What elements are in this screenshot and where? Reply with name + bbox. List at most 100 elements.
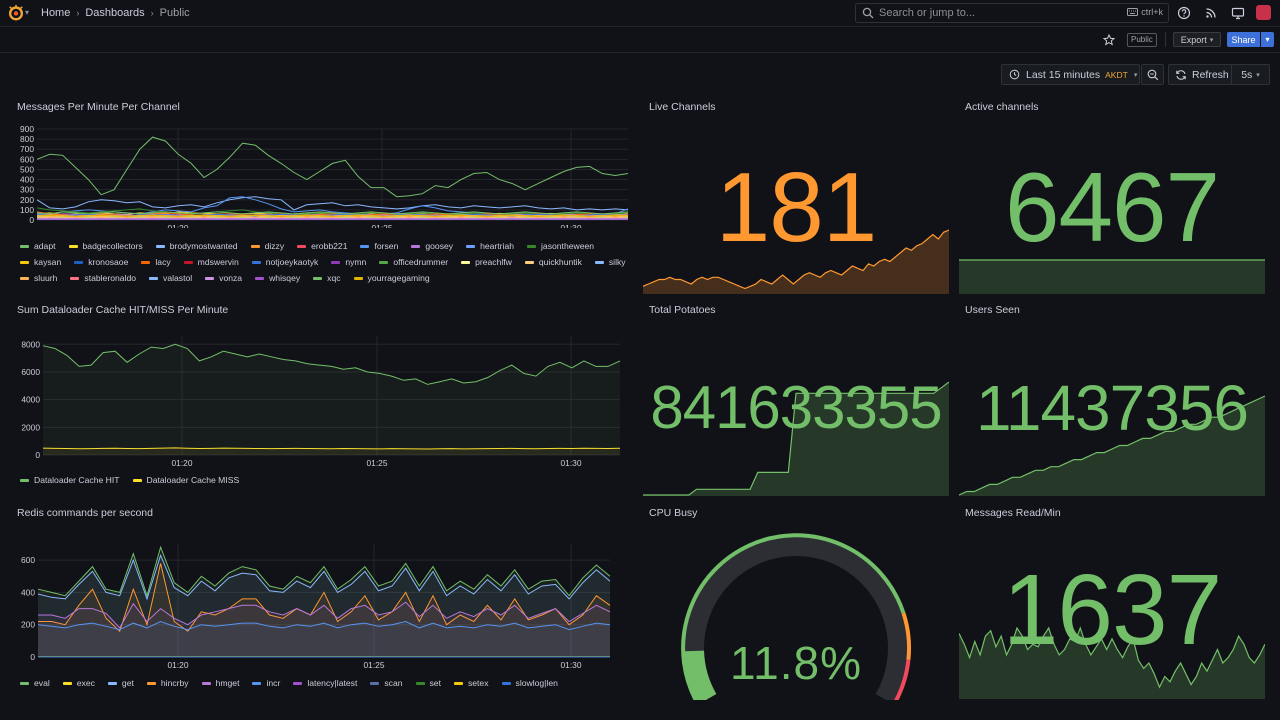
legend-swatch xyxy=(594,260,604,264)
panel-title-cpu-busy[interactable]: CPU Busy xyxy=(649,507,698,519)
refresh-button[interactable]: Refresh xyxy=(1168,64,1232,85)
breadcrumb-home[interactable]: Home xyxy=(41,7,71,19)
panel-title-redis[interactable]: Redis commands per second xyxy=(17,507,153,519)
series-area-incr[interactable] xyxy=(37,620,611,631)
legend-item[interactable]: whisqey xyxy=(255,272,300,284)
legend-swatch xyxy=(255,276,265,280)
legend-item[interactable]: valastol xyxy=(149,272,192,284)
legend-item[interactable]: stableronaldo xyxy=(70,272,136,284)
legend-item[interactable]: set xyxy=(415,677,441,689)
help-icon[interactable] xyxy=(1176,5,1192,21)
legend-item[interactable]: lacy xyxy=(141,256,171,268)
legend-item[interactable]: sluurh xyxy=(20,272,57,284)
legend-item[interactable]: forsen xyxy=(360,240,398,252)
legend-item[interactable]: brodymostwanted xyxy=(155,240,238,252)
legend-item[interactable]: xqc xyxy=(313,272,341,284)
x-tick-label: 01:30 xyxy=(561,458,582,468)
rss-icon[interactable] xyxy=(1203,5,1219,21)
panel-title-total-potatoes[interactable]: Total Potatoes xyxy=(649,304,716,316)
legend-item[interactable]: dizzy xyxy=(250,240,284,252)
legend-item[interactable]: silky xyxy=(594,256,626,268)
chevron-down-icon[interactable]: ▾ xyxy=(25,8,30,17)
legend-item[interactable]: yourragegaming xyxy=(353,272,430,284)
legend-label: latency|latest xyxy=(307,678,358,688)
y-tick-label: 0 xyxy=(30,652,35,662)
legend-item[interactable]: kaysan xyxy=(20,256,61,268)
panel-title-active-channels[interactable]: Active channels xyxy=(965,101,1039,113)
legend-item[interactable]: mdswervin xyxy=(183,256,239,268)
legend-label: badgecollectors xyxy=(82,241,143,251)
legend-item[interactable]: scan xyxy=(370,677,403,689)
legend-label: erobb221 xyxy=(311,241,348,251)
series-area-hincrby[interactable] xyxy=(38,563,611,633)
legend-item[interactable]: notjoeykaotyk xyxy=(251,256,318,268)
legend-item[interactable]: nymn xyxy=(331,256,366,268)
legend-item[interactable]: erobb221 xyxy=(297,240,347,252)
series-area-dataloader-cache-hit[interactable] xyxy=(42,343,621,385)
legend-item[interactable]: jasontheween xyxy=(527,240,594,252)
series-line-brodymostwanted[interactable] xyxy=(36,196,629,211)
time-range-label: Last 15 minutes xyxy=(1026,68,1101,81)
legend-swatch xyxy=(155,244,165,248)
series-line-yourragegaming[interactable] xyxy=(36,214,629,218)
legend-item[interactable]: goosey xyxy=(411,240,453,252)
series-area-hmget[interactable] xyxy=(38,601,611,629)
dataloader-chart[interactable]: 0 2000 4000 6000 8000 01:20 01:25 01:30 xyxy=(0,330,635,475)
redis-chart[interactable]: 0 200 400 600 01:20 01:25 01:30 xyxy=(0,535,635,675)
legend-item[interactable]: officedrummer xyxy=(379,256,448,268)
share-options-button[interactable]: ▾ xyxy=(1261,32,1274,47)
top-icons xyxy=(1176,5,1246,21)
legend-swatch xyxy=(524,260,534,264)
panel-title-messages-per-channel[interactable]: Messages Per Minute Per Channel xyxy=(17,101,180,113)
legend-item[interactable]: hmget xyxy=(201,677,239,689)
legend-item[interactable]: hincrby xyxy=(146,677,189,689)
time-range-picker[interactable]: Last 15 minutes AKDT ▾ xyxy=(1001,64,1140,85)
share-button[interactable]: Share xyxy=(1227,32,1260,47)
refresh-interval-picker[interactable]: 5s ▾ xyxy=(1232,64,1270,85)
legend-item[interactable]: setex xyxy=(453,677,489,689)
total-potatoes-value: 841633355 xyxy=(650,374,942,441)
legend-item[interactable]: heartriah xyxy=(466,240,514,252)
legend-label: nymn xyxy=(345,257,367,267)
legend-item[interactable]: kronosaoe xyxy=(74,256,128,268)
export-button[interactable]: Export ▾ xyxy=(1173,32,1221,47)
legend-item[interactable]: get xyxy=(107,677,134,689)
series-area-eval[interactable] xyxy=(37,545,611,598)
panel-title-messages-read[interactable]: Messages Read/Min xyxy=(965,507,1061,519)
y-tick-label: 600 xyxy=(20,154,34,164)
legend-item[interactable]: slowlog|len xyxy=(501,677,558,689)
search-input[interactable]: Search or jump to... ctrl+k xyxy=(855,3,1169,23)
legend-item[interactable]: quickhuntik xyxy=(524,256,582,268)
monitor-icon[interactable] xyxy=(1230,5,1246,21)
series-area-get[interactable] xyxy=(37,553,611,601)
zoom-out-button[interactable] xyxy=(1141,64,1164,85)
panel-title-dataloader[interactable]: Sum Dataloader Cache HIT/MISS Per Minute xyxy=(17,304,229,316)
avatar[interactable] xyxy=(1256,5,1271,20)
panel-title-users-seen[interactable]: Users Seen xyxy=(965,304,1020,316)
legend-item[interactable]: preachlfw xyxy=(461,256,512,268)
series-area-dataloader-cache-miss[interactable] xyxy=(42,447,621,450)
panel-title-live-channels[interactable]: Live Channels xyxy=(649,101,716,113)
legend-swatch xyxy=(70,276,80,280)
legend-swatch xyxy=(205,276,215,280)
series-line-adapt[interactable] xyxy=(36,136,629,198)
x-tick-label: 01:20 xyxy=(168,660,189,670)
breadcrumb-dashboards[interactable]: Dashboards xyxy=(85,7,145,19)
legend-label: lacy xyxy=(155,257,171,267)
legend-item[interactable]: Dataloader Cache MISS xyxy=(132,474,239,486)
legend-label: valastol xyxy=(163,273,193,283)
legend-item[interactable]: eval xyxy=(20,677,50,689)
legend-item[interactable]: Dataloader Cache HIT xyxy=(20,474,120,486)
star-icon[interactable] xyxy=(1103,34,1115,46)
legend-item[interactable]: vonza xyxy=(205,272,242,284)
legend-item[interactable]: incr xyxy=(252,677,280,689)
legend-item[interactable]: badgecollectors xyxy=(68,240,143,252)
y-tick-label: 200 xyxy=(20,195,34,205)
legend-swatch xyxy=(379,260,389,264)
legend-item[interactable]: adapt xyxy=(20,240,56,252)
legend-item[interactable]: latency|latest xyxy=(293,677,357,689)
legend-item[interactable]: exec xyxy=(62,677,95,689)
series-line-xqc[interactable] xyxy=(36,211,629,215)
grafana-logo-icon[interactable] xyxy=(7,4,25,22)
